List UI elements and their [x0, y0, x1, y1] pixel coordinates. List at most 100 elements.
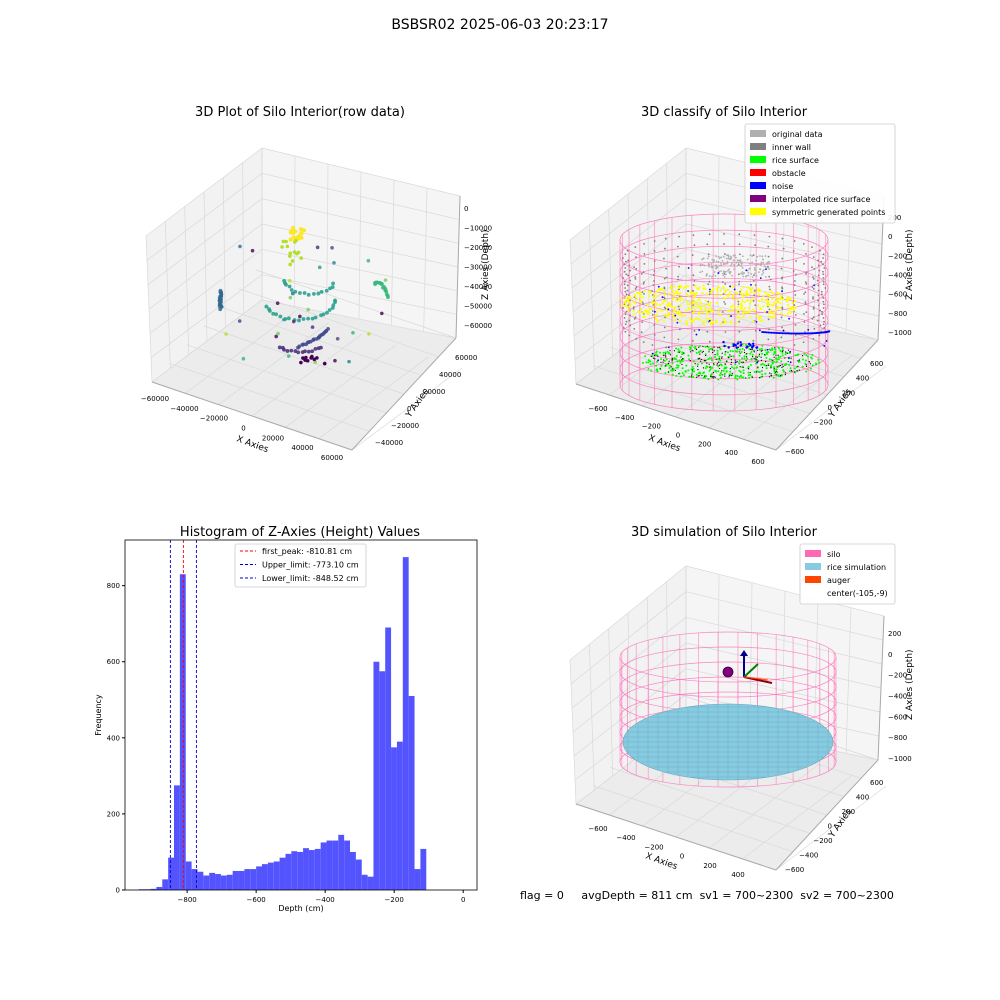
- symmetric-point: [727, 314, 731, 318]
- symmetric-point: [638, 311, 641, 314]
- axes-back-left-pane: [570, 566, 686, 804]
- rice-surface-point: [669, 364, 672, 367]
- symmetric-point: [667, 302, 670, 305]
- axes-back-right-pane: [262, 148, 460, 338]
- symmetric-point: [722, 318, 726, 321]
- auger-line: [743, 676, 769, 681]
- inner-wall-point: [622, 277, 624, 279]
- histogram-bar: [361, 874, 368, 890]
- rice-surface-point: [747, 365, 750, 368]
- rice-surface-point: [788, 363, 791, 366]
- inner-wall-point: [665, 276, 668, 279]
- original-data-point: [768, 262, 770, 264]
- axes-gridline: [592, 785, 794, 852]
- symmetric-point: [768, 314, 771, 318]
- y-tick-label: 400: [856, 375, 869, 383]
- data-point: [319, 289, 324, 294]
- histogram-bar: [215, 874, 221, 890]
- data-point: [250, 248, 255, 253]
- inner-wall-point: [817, 314, 820, 317]
- inner-wall-point: [653, 250, 656, 252]
- symmetric-point: [690, 308, 693, 311]
- data-point: [274, 312, 279, 317]
- histogram-legend-label: first_peak: -810.81 cm: [262, 547, 352, 556]
- rice-surface-point: [692, 376, 695, 379]
- symmetric-point: [731, 304, 734, 307]
- symmetric-point: [683, 314, 687, 317]
- symmetric-point: [758, 290, 761, 293]
- axes-gridline: [709, 763, 820, 849]
- symmetric-point: [704, 320, 707, 324]
- data-point: [299, 360, 303, 365]
- rice-surface-point: [729, 370, 732, 373]
- noise-point: [778, 332, 781, 335]
- rice-surface-point: [707, 378, 710, 381]
- inner-wall-point: [623, 283, 626, 286]
- symmetric-point: [747, 306, 750, 309]
- rice-surface-point: [711, 366, 714, 369]
- original-data-point: [764, 266, 767, 268]
- classify-legend-swatch: [750, 169, 766, 176]
- symmetric-point: [680, 315, 683, 318]
- histogram-bar: [291, 851, 298, 890]
- original-data-point: [729, 264, 732, 267]
- rice-surface-point: [693, 370, 696, 373]
- symmetric-point: [670, 306, 674, 309]
- inner-wall-point: [753, 274, 755, 277]
- symmetric-point: [671, 313, 675, 316]
- inner-wall-point: [768, 275, 771, 278]
- original-data-point: [753, 269, 756, 271]
- interpolated-surface-point: [706, 362, 708, 364]
- y-tick-label: −200: [813, 419, 832, 427]
- noise-point: [789, 332, 792, 335]
- symmetric-point: [749, 316, 752, 319]
- inner-wall-point: [678, 308, 681, 311]
- symmetric-point: [742, 315, 745, 318]
- histogram-bar: [350, 851, 356, 890]
- z-tick-label: −40000: [464, 283, 492, 291]
- symmetric-point: [751, 308, 754, 311]
- x-tick-label: −800: [178, 896, 197, 904]
- inner-wall-point: [624, 267, 627, 269]
- noise-point: [825, 340, 828, 342]
- interpolated-surface-point: [757, 360, 759, 362]
- symmetric-point: [706, 292, 709, 295]
- noise-point: [765, 331, 768, 334]
- classify-legend-swatch: [750, 130, 766, 137]
- noise-point: [791, 332, 794, 335]
- symmetric-point: [682, 286, 686, 290]
- rice-surface-point: [765, 352, 768, 355]
- classify-legend-frame: [744, 123, 896, 224]
- inner-wall-point: [819, 249, 821, 252]
- rice-surface-point: [685, 364, 688, 367]
- interpolated-surface-point: [787, 352, 789, 354]
- interpolated-surface-point: [702, 350, 704, 352]
- inner-wall-point: [651, 310, 654, 312]
- inner-wall-point: [738, 243, 741, 246]
- rice-surface-point: [785, 351, 788, 354]
- noise-point: [751, 342, 755, 345]
- inner-wall-point: [819, 309, 821, 312]
- data-point: [281, 239, 286, 244]
- interpolated-surface-point: [689, 360, 691, 362]
- data-point: [300, 350, 305, 355]
- rice-surface-point: [805, 354, 808, 357]
- classify-legend-swatch: [750, 143, 766, 150]
- symmetric-point: [743, 311, 746, 314]
- inner-wall-point: [634, 246, 637, 249]
- histogram-threshold-lines: [169, 540, 197, 890]
- inner-wall-point: [738, 330, 741, 333]
- interpolated-surface-point: [668, 360, 670, 362]
- classify-legend-label: obstacle: [772, 169, 806, 178]
- rice-surface-point: [775, 357, 778, 360]
- inner-wall-point: [622, 307, 625, 309]
- inner-wall-point: [794, 290, 796, 292]
- symmetric-point: [699, 307, 702, 310]
- noise-point: [755, 320, 758, 323]
- symmetric-point: [676, 289, 679, 292]
- rice-surface-point: [747, 374, 750, 377]
- interpolated-surface-point: [719, 367, 721, 370]
- inner-wall-point: [795, 260, 797, 262]
- original-data-point: [759, 255, 761, 257]
- original-data-point: [741, 273, 744, 275]
